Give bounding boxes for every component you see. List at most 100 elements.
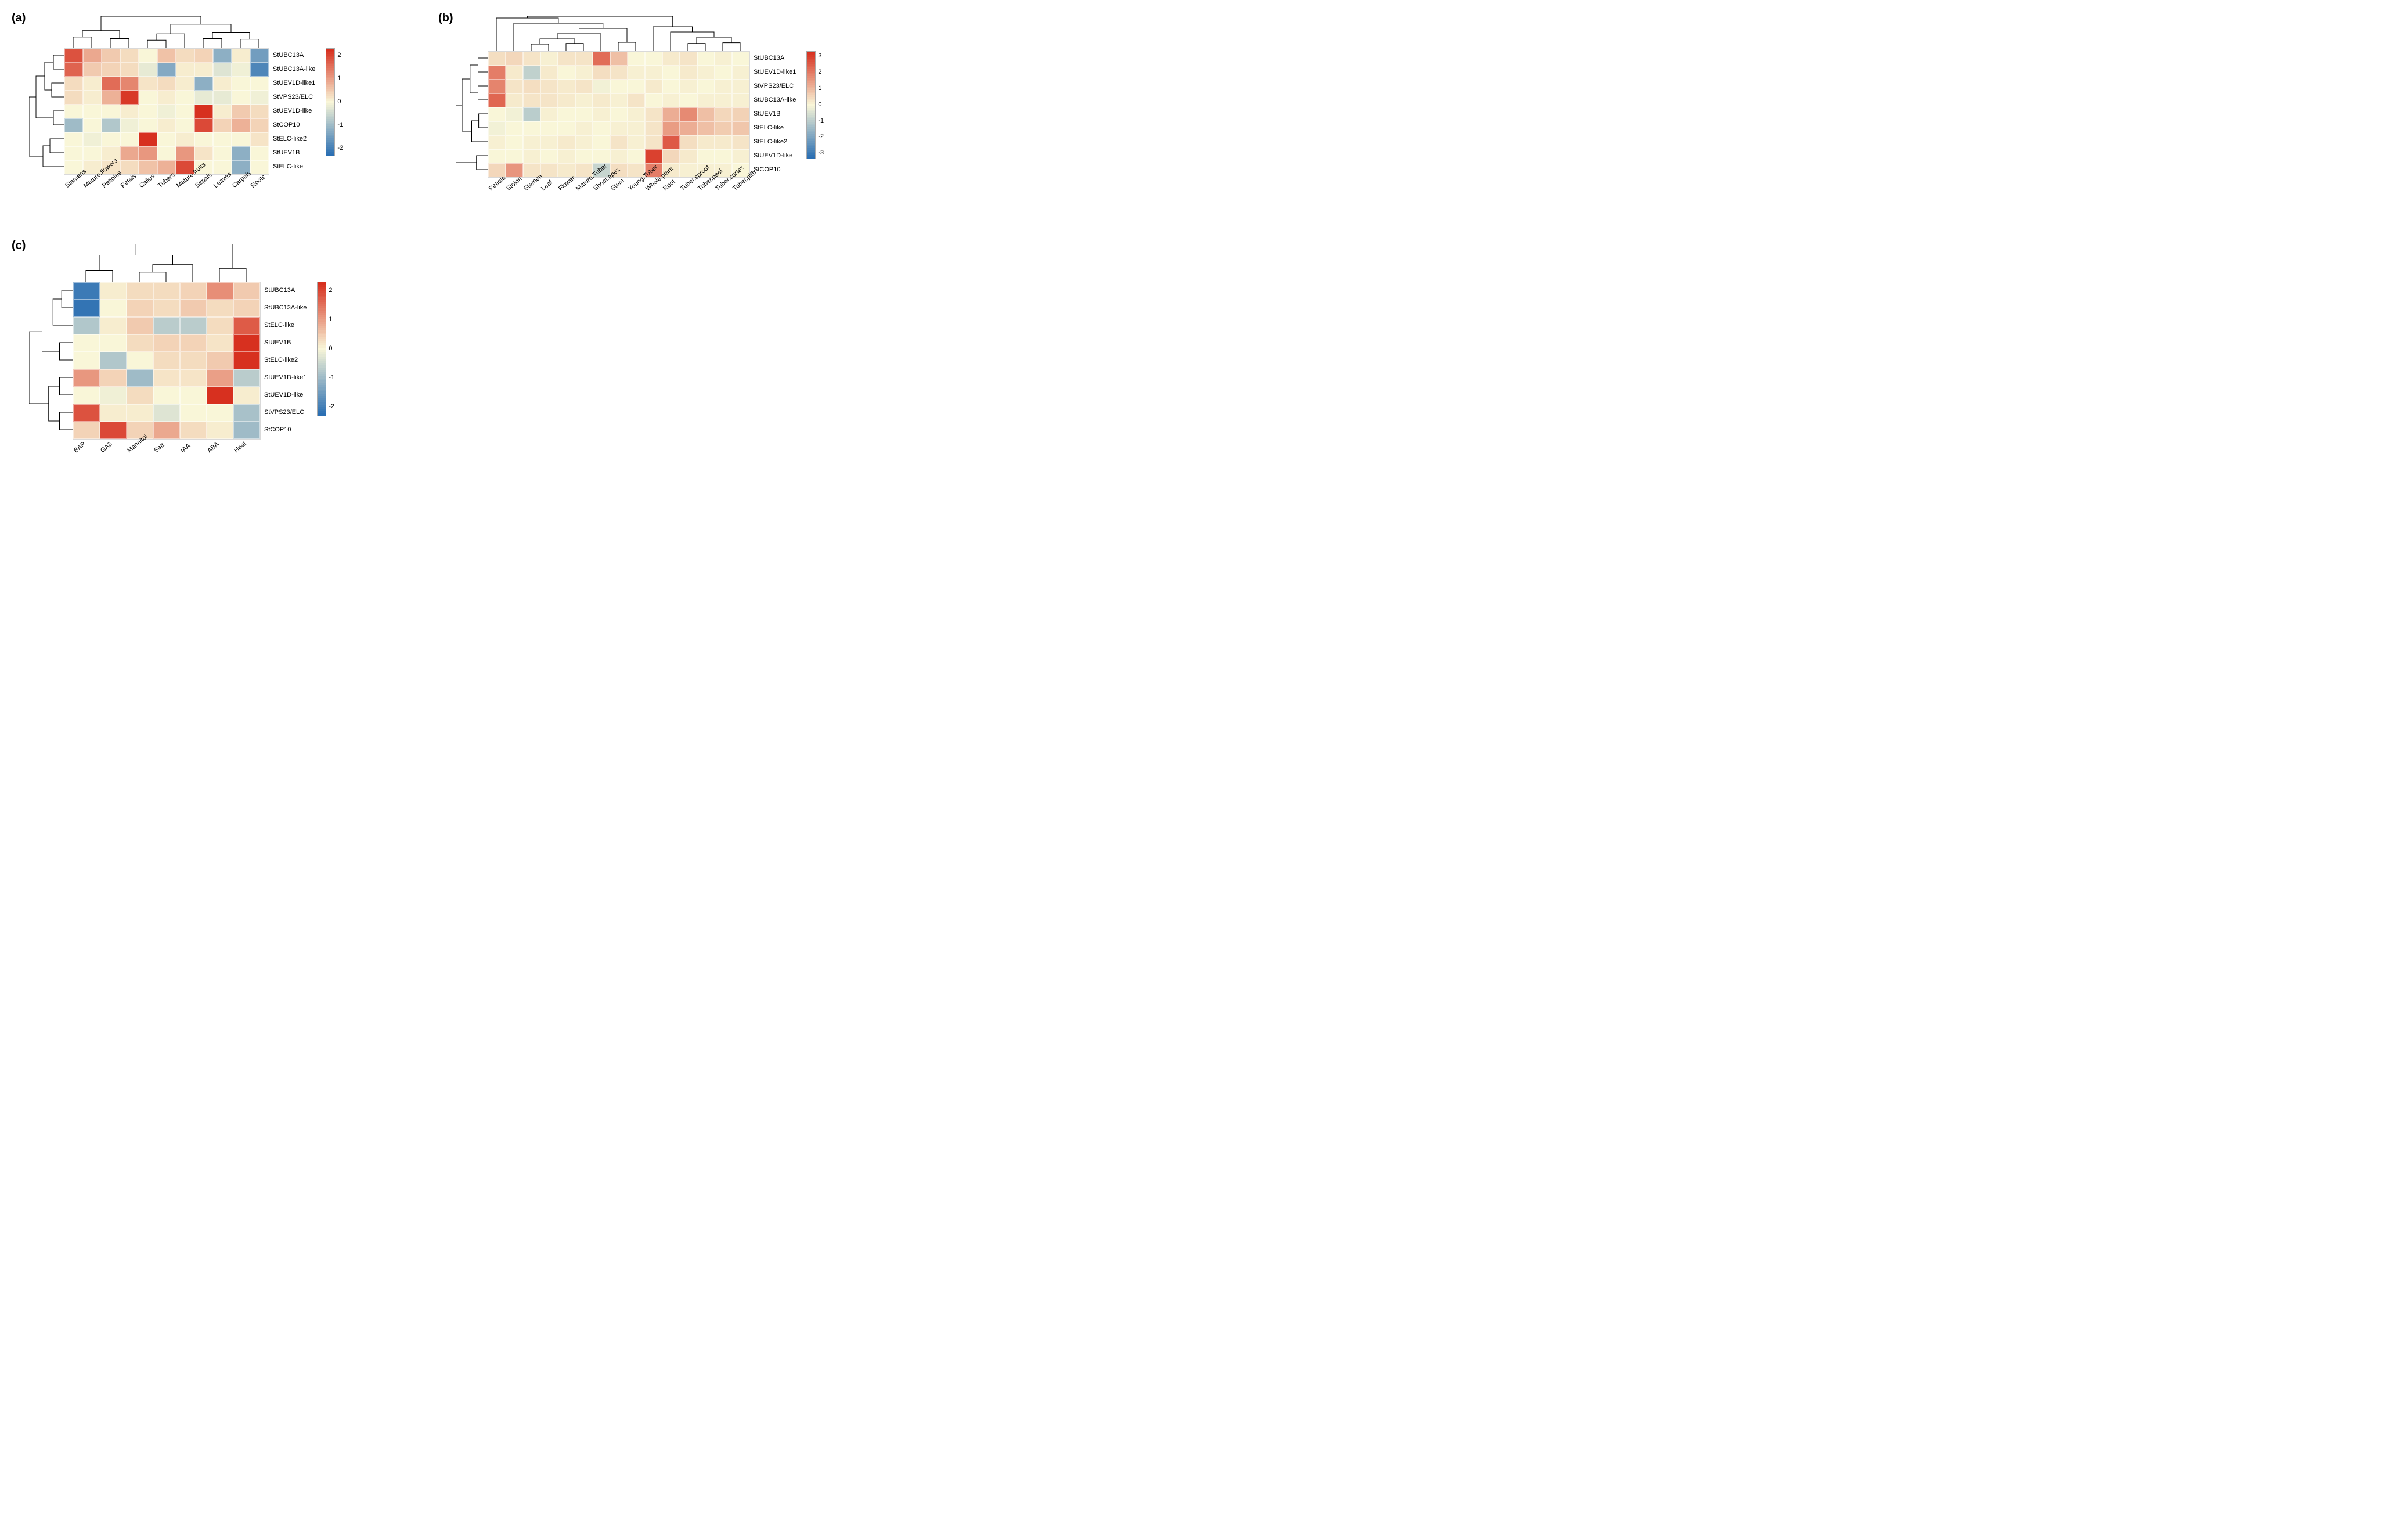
heatmap-cell — [523, 121, 540, 135]
colorbar: 3210-1-2-3 — [806, 51, 837, 159]
heatmap-cell — [127, 282, 153, 300]
row-dendrogram — [29, 48, 64, 174]
heatmap-cell — [610, 93, 628, 107]
heatmap-cell — [697, 135, 715, 149]
heatmap-cell — [593, 93, 610, 107]
heatmap-cell — [213, 146, 232, 160]
heatmap-cell — [157, 77, 176, 91]
heatmap-cell — [176, 146, 194, 160]
heatmap-cell — [732, 66, 749, 80]
heatmap-cell — [610, 66, 628, 80]
heatmap-cell — [207, 352, 233, 369]
heatmap-cell — [207, 300, 233, 317]
heatmap-cell — [176, 105, 194, 118]
heatmap-cell — [558, 107, 575, 121]
heatmap-cell — [213, 105, 232, 118]
heatmap-cell — [715, 121, 732, 135]
heatmap-cell — [250, 49, 269, 63]
heatmap-cell — [127, 387, 153, 404]
heatmap-cell — [73, 369, 100, 387]
heatmap-cell — [645, 149, 662, 163]
heatmap-cell — [506, 93, 523, 107]
heatmap-cell — [64, 91, 83, 105]
heatmap-cell — [83, 49, 102, 63]
heatmap-cell — [83, 77, 102, 91]
heatmap-cell — [83, 146, 102, 160]
panel-label: (b) — [438, 12, 453, 25]
heatmap-cell — [250, 63, 269, 77]
heatmap-cell — [157, 63, 176, 77]
heatmap-cell — [139, 118, 157, 132]
heatmap-cell — [83, 105, 102, 118]
heatmap-cell — [64, 146, 83, 160]
row-label: StELC-like — [754, 124, 796, 131]
heatmap-cell — [232, 118, 250, 132]
heatmap-cell — [64, 49, 83, 63]
heatmap-cell — [732, 121, 749, 135]
heatmap-cell — [139, 91, 157, 105]
heatmap-cell — [540, 66, 558, 80]
row-label: StVPS23/ELC — [754, 82, 796, 89]
heatmap-cell — [157, 91, 176, 105]
row-label: StUBC13A — [754, 55, 796, 62]
heatmap-cell — [100, 282, 127, 300]
heatmap-cell — [558, 93, 575, 107]
heatmap-cell — [176, 132, 194, 146]
heatmap-cell — [628, 52, 645, 66]
heatmap-cell — [662, 52, 680, 66]
heatmap-cell — [83, 91, 102, 105]
row-label: StCOP10 — [264, 426, 307, 433]
heatmap-cell — [610, 107, 628, 121]
heatmap-cell — [233, 317, 260, 334]
row-labels: StUBC13AStUBC13A-likeStELC-likeStUEV1BSt… — [261, 282, 307, 438]
heatmap-cell — [680, 52, 697, 66]
heatmap-cell — [680, 149, 697, 163]
row-label: StUEV1D-like1 — [264, 374, 307, 381]
heatmap-cell — [102, 91, 120, 105]
heatmap-cell — [645, 107, 662, 121]
heatmap-cell — [558, 52, 575, 66]
heatmap-cell — [157, 160, 176, 174]
row-label: StELC-like — [264, 322, 307, 329]
heatmap-cell — [120, 63, 139, 77]
heatmap-cell — [176, 63, 194, 77]
heatmap-cell — [506, 149, 523, 163]
heatmap-cell — [176, 77, 194, 91]
heatmap-cell — [662, 107, 680, 121]
heatmap-cell — [213, 118, 232, 132]
heatmap-cell — [645, 135, 662, 149]
heatmap-cell — [558, 135, 575, 149]
heatmap-cell — [575, 52, 593, 66]
heatmap-cell — [207, 334, 233, 352]
heatmap-cell — [506, 135, 523, 149]
heatmap-cell — [488, 121, 506, 135]
heatmap-cell — [176, 118, 194, 132]
row-label: StELC-like2 — [273, 135, 315, 142]
heatmap-cell — [102, 63, 120, 77]
row-label: StUEV1D-like — [273, 107, 315, 114]
heatmap-cell — [180, 300, 207, 317]
heatmap-cell — [662, 66, 680, 80]
heatmap-cell — [680, 66, 697, 80]
heatmap-cell — [194, 49, 213, 63]
row-labels: StUBC13AStUBC13A-likeStUEV1D-like1StVPS2… — [269, 48, 315, 174]
row-label: StUBC13A-like — [754, 96, 796, 103]
heatmap-cell — [540, 149, 558, 163]
heatmap-cell — [662, 80, 680, 93]
heatmap-cell — [232, 132, 250, 146]
heatmap-cell — [575, 80, 593, 93]
heatmap-cell — [233, 300, 260, 317]
heatmap-cell — [102, 105, 120, 118]
heatmap-cell — [593, 80, 610, 93]
heatmap-cell — [139, 146, 157, 160]
heatmap-cell — [506, 52, 523, 66]
heatmap-cell — [232, 91, 250, 105]
heatmap-cell — [194, 63, 213, 77]
heatmap-cell — [127, 334, 153, 352]
heatmap-cell — [488, 52, 506, 66]
heatmap-cell — [680, 107, 697, 121]
heatmap-cell — [488, 66, 506, 80]
heatmap-cell — [732, 107, 749, 121]
row-label: StUBC13A — [264, 287, 307, 294]
heatmap-cell — [153, 387, 180, 404]
